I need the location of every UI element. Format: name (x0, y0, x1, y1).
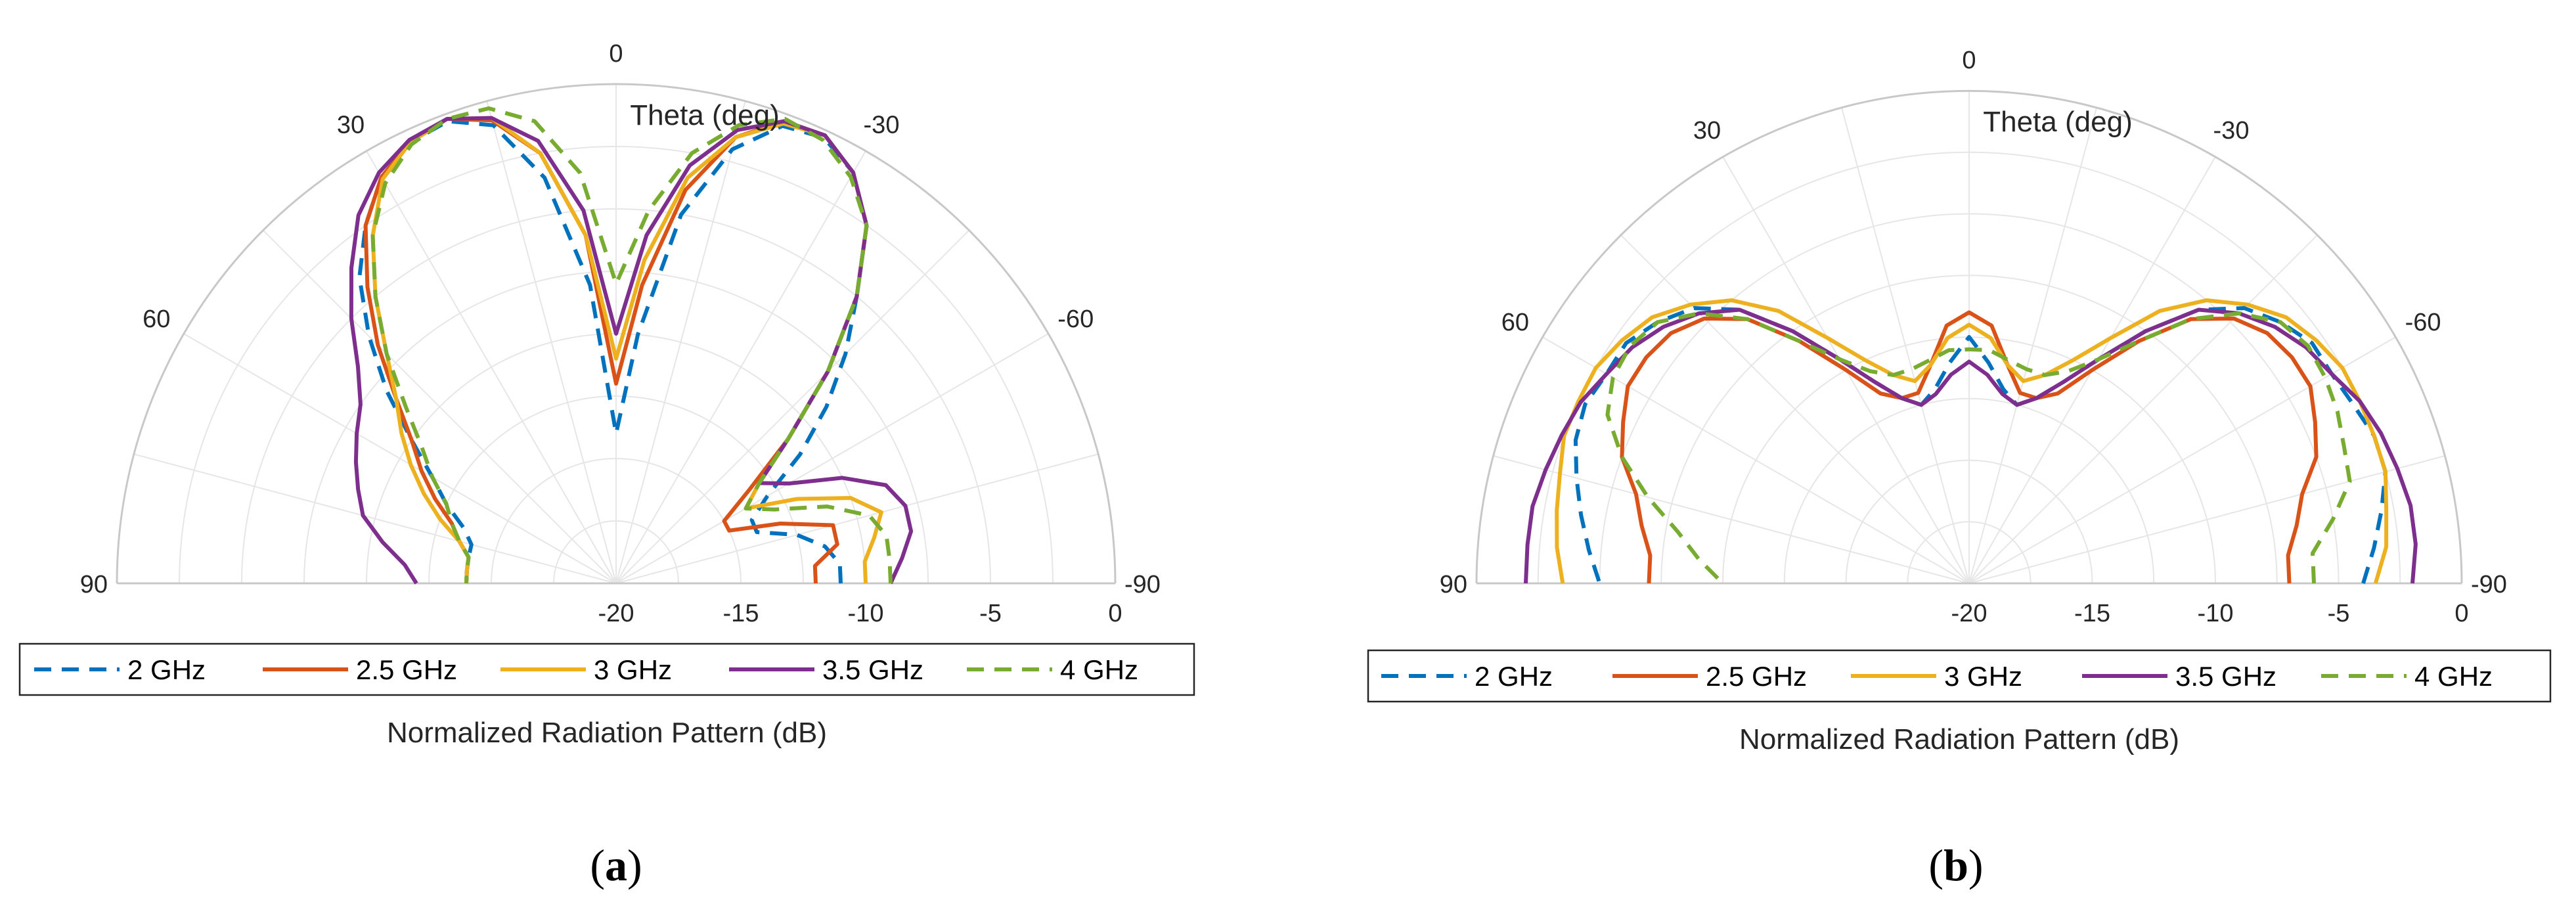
legend: 2 GHz 2.5 GHz 3 GHz 3.5 GHz 4 GHz (18, 642, 1195, 696)
r-tick-label: -20 (598, 600, 634, 627)
grid-arc (1599, 213, 2340, 584)
legend-label: 4 GHz (1060, 654, 1138, 685)
r-tick-label: -20 (1951, 600, 1988, 627)
r-tick-label: 0 (2454, 600, 2468, 627)
theta-tick-label: -90 (2471, 571, 2507, 598)
grid-arc (1907, 521, 2032, 584)
theta-tick-label: -90 (1124, 571, 1161, 598)
series-line-3-5-ghz (1524, 307, 2418, 584)
grid-arc (179, 146, 1054, 584)
theta-tick-label: -60 (1057, 305, 1094, 333)
series-curves (349, 106, 914, 585)
theta-tick-label: 30 (337, 111, 365, 139)
legend-label: 4 GHz (2414, 661, 2493, 692)
theta-tick-label: 60 (1501, 309, 1529, 336)
legend-label: 2 GHz (1475, 661, 1553, 692)
theta-axis-title: Theta (deg) (630, 99, 779, 131)
legend-label: 2 GHz (127, 654, 206, 685)
series-line-4-ghz (1605, 311, 2352, 585)
theta-axis-title: Theta (deg) (1983, 106, 2132, 138)
r-tick-label: -15 (2074, 600, 2110, 627)
series-curves (1524, 298, 2418, 585)
grid-arc (241, 208, 991, 584)
theta-tick-label: -60 (2405, 309, 2441, 336)
polar-boundary (1475, 89, 2463, 584)
theta-tick-label: 0 (1962, 47, 1976, 74)
r-tick-label: 0 (1108, 600, 1122, 627)
legend-label: 3 GHz (594, 654, 672, 685)
polar-boundary (116, 83, 1117, 584)
theta-tick-label: 0 (609, 40, 623, 68)
theta-tick-label: -30 (2213, 117, 2250, 145)
r-axis-title: Normalized Radiation Pattern (dB) (1739, 723, 2179, 755)
r-tick-label: -10 (2198, 600, 2234, 627)
polar-grid (116, 83, 1117, 585)
r-axis-title: Normalized Radiation Pattern (dB) (387, 717, 827, 749)
grid-arc (1845, 459, 2093, 584)
grid-arc (1783, 397, 2155, 584)
series-line-3-ghz (1555, 298, 2389, 584)
polar-grid (1475, 89, 2463, 585)
polar-chart-a: 90 60 30 0 -30 -60 -90 -20 -15 -10 -5 0 Theta (deg) 2… (18, 40, 1195, 749)
theta-tick-label: 60 (143, 305, 170, 333)
r-tick-label: -5 (979, 600, 1002, 627)
legend-label: 3.5 GHz (2175, 661, 2276, 692)
theta-tick-label: 30 (1693, 117, 1721, 145)
legend-label: 3 GHz (1944, 661, 2022, 692)
legend: 2 GHz 2.5 GHz 3 GHz 3.5 GHz 4 GHz (1367, 649, 2552, 703)
series-line-4-ghz (370, 106, 893, 584)
grid-arc (428, 395, 804, 584)
polar-chart-b: 90 60 30 0 -30 -60 -90 -20 -15 -10 -5 0 Theta (deg) 2… (1367, 47, 2552, 755)
grid-arc (553, 520, 679, 584)
theta-tick-label: -30 (864, 111, 900, 139)
series-line-2-5-ghz (1620, 310, 2319, 584)
caption-a: (a) (590, 840, 642, 890)
caption-b: (b) (1928, 840, 1983, 890)
theta-tick-label: 90 (80, 571, 108, 598)
series-line-3-5-ghz (349, 116, 914, 585)
legend-label: 3.5 GHz (822, 654, 923, 685)
theta-tick-label: 90 (1440, 571, 1467, 598)
series-line-2-5-ghz (363, 117, 869, 584)
r-tick-label: -5 (2328, 600, 2350, 627)
r-tick-label: -10 (848, 600, 884, 627)
r-tick-label: -15 (723, 600, 759, 627)
grid-arc (1660, 275, 2278, 584)
legend-label: 2.5 GHz (356, 654, 457, 685)
grid-arc (303, 271, 929, 584)
legend-label: 2.5 GHz (1706, 661, 1807, 692)
